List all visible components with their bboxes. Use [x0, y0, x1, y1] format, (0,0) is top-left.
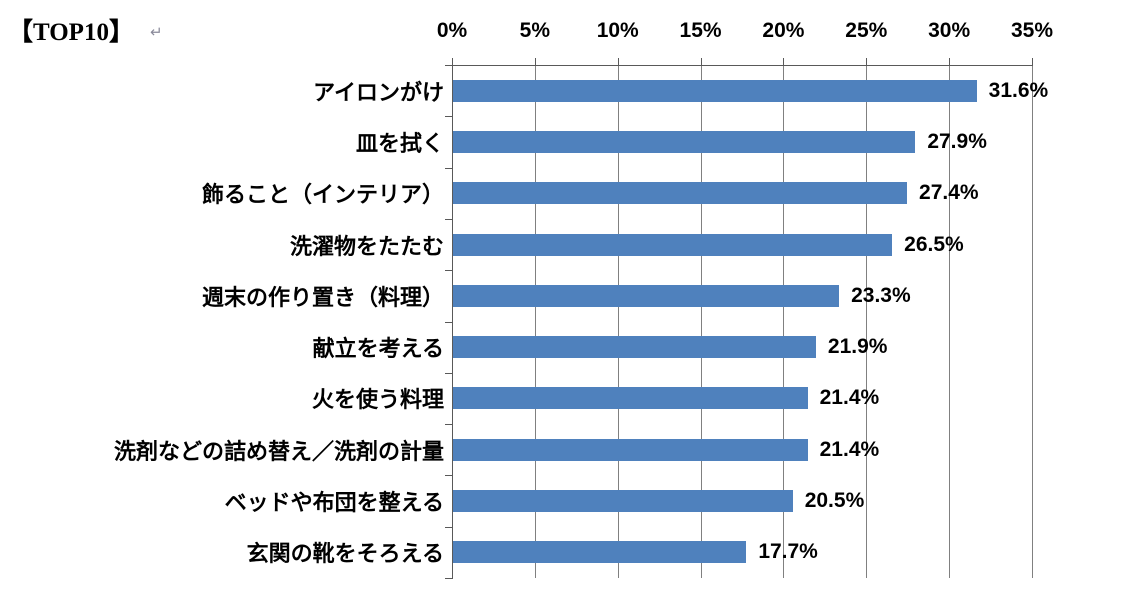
x-axis-tick-label: 10% — [596, 19, 639, 42]
x-axis-tick — [949, 58, 951, 65]
bar — [453, 438, 808, 461]
return-mark-icon: ↵ — [149, 24, 163, 41]
value-label: 26.5% — [904, 232, 964, 256]
bar — [453, 79, 977, 102]
x-axis-tick-label: 35% — [1010, 19, 1054, 42]
y-axis-tick — [445, 167, 452, 169]
bar — [453, 490, 793, 513]
x-axis-tick — [866, 58, 868, 65]
value-label: 17.7% — [758, 540, 818, 564]
x-axis-tick — [452, 58, 453, 65]
value-label: 20.5% — [804, 489, 865, 513]
x-axis-line — [452, 65, 1033, 66]
category-label: 火を使う料理 — [311, 387, 444, 413]
gridline — [1032, 65, 1033, 578]
value-label: 23.3% — [851, 283, 911, 307]
category-label: ベッドや布団を整える — [224, 490, 444, 516]
y-axis-tick — [445, 116, 452, 118]
gridline — [866, 65, 868, 578]
value-label: 31.6% — [988, 78, 1049, 102]
category-label: 玄関の靴をそろえる — [246, 541, 444, 567]
category-label: 洗剤などの詰め替え／洗剤の計量 — [113, 438, 444, 464]
bar — [453, 233, 893, 256]
chart-title: 【TOP10】 ↵ — [8, 12, 163, 48]
gridline — [617, 65, 619, 578]
bar — [453, 541, 747, 564]
x-axis-tick — [617, 58, 619, 65]
gridline — [534, 65, 536, 578]
y-axis-tick — [445, 270, 452, 272]
y-axis-tick — [445, 475, 452, 477]
x-axis-tick-label: 5% — [519, 19, 551, 42]
category-label: 飾ること（インテリア） — [201, 182, 444, 208]
y-axis-tick — [445, 321, 452, 323]
x-axis-tick — [783, 58, 785, 65]
x-axis-tick-label: 20% — [762, 19, 805, 42]
y-axis-tick — [445, 526, 452, 528]
y-axis-tick — [445, 218, 452, 220]
chart-title-text: 【TOP10】 — [8, 19, 134, 46]
x-axis-tick — [700, 58, 702, 65]
y-axis-tick — [445, 424, 452, 426]
gridline — [700, 65, 702, 578]
value-label: 21.4% — [819, 437, 880, 461]
x-axis-tick-label: 15% — [679, 19, 722, 42]
value-label: 27.9% — [927, 129, 987, 153]
value-label: 21.9% — [827, 335, 888, 359]
category-label: 洗濯物をたたむ — [289, 233, 444, 259]
y-axis-line — [452, 65, 453, 579]
y-axis-tick — [445, 372, 452, 374]
x-axis-tick-label: 0% — [436, 19, 468, 42]
gridline — [783, 65, 785, 578]
category-label: 献立を考える — [312, 336, 444, 362]
bar — [453, 336, 816, 359]
category-label: 週末の作り置き（料理） — [201, 284, 444, 310]
category-label: アイロンがけ — [313, 79, 444, 105]
value-label: 27.4% — [919, 181, 979, 205]
bar — [453, 182, 908, 205]
bar — [453, 130, 916, 153]
y-axis-tick — [445, 65, 452, 66]
value-label: 21.4% — [819, 386, 880, 410]
x-axis-tick — [534, 58, 536, 65]
gridline — [949, 65, 951, 578]
y-axis-tick — [445, 578, 452, 579]
x-axis-tick-label: 30% — [928, 19, 971, 42]
bar — [453, 387, 808, 410]
x-axis-tick — [1032, 58, 1033, 65]
category-label: 皿を拭く — [355, 130, 444, 156]
bar — [453, 284, 840, 307]
x-axis-tick-label: 25% — [845, 19, 888, 42]
